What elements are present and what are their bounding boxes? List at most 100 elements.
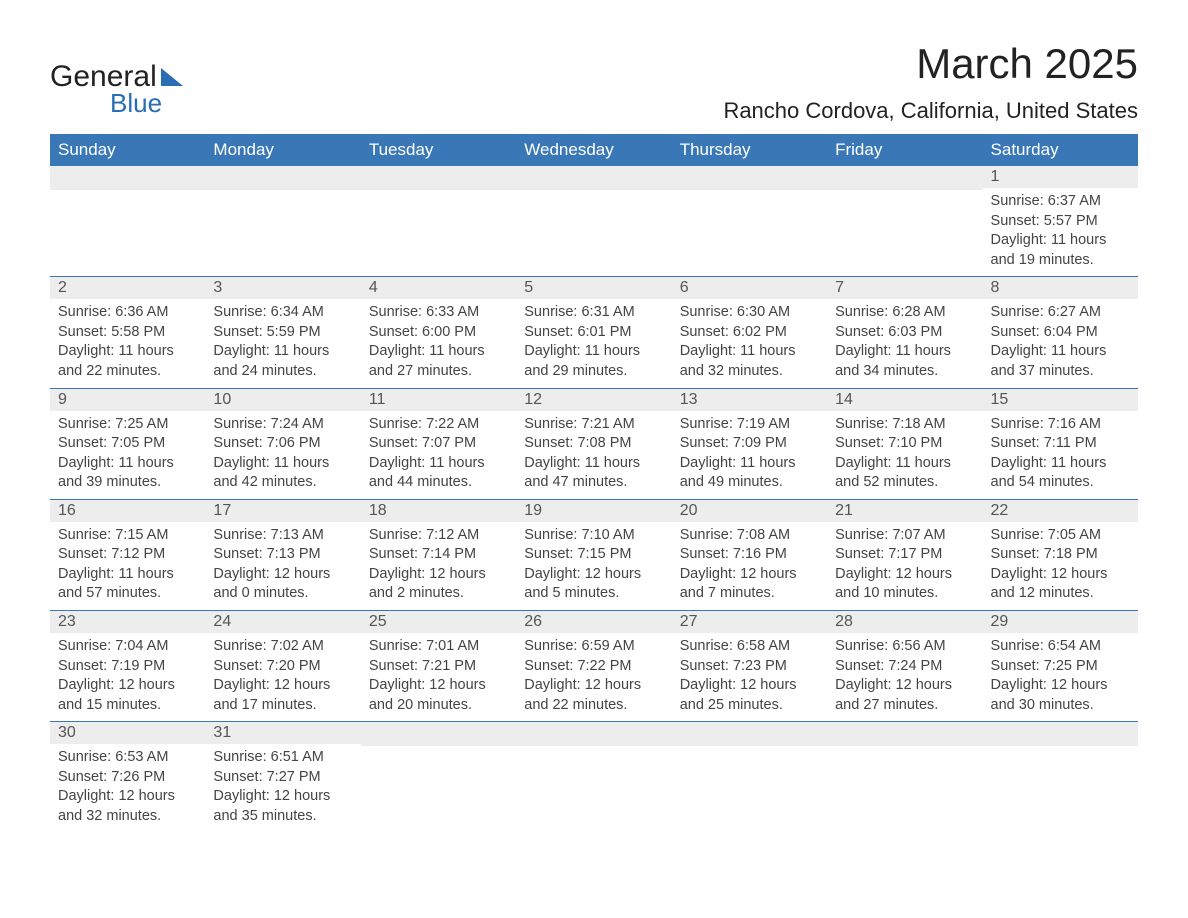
day-number: 7 (827, 277, 982, 299)
day-number: 14 (827, 389, 982, 411)
day-number: 26 (516, 611, 671, 633)
day-content: Sunrise: 6:56 AMSunset: 7:24 PMDaylight:… (827, 633, 982, 721)
day-content: Sunrise: 6:28 AMSunset: 6:03 PMDaylight:… (827, 299, 982, 387)
daylight-line: Daylight: 12 hours and 20 minutes. (369, 676, 508, 715)
day-content: Sunrise: 6:36 AMSunset: 5:58 PMDaylight:… (50, 299, 205, 387)
day-number: 31 (205, 722, 360, 744)
day-content: Sunrise: 6:33 AMSunset: 6:00 PMDaylight:… (361, 299, 516, 387)
sunset-line: Sunset: 7:13 PM (213, 545, 352, 565)
sunrise-line: Sunrise: 7:21 AM (524, 415, 663, 435)
calendar-day-cell: 31Sunrise: 6:51 AMSunset: 7:27 PMDayligh… (205, 722, 360, 833)
day-number: 30 (50, 722, 205, 744)
weekday-header: Saturday (983, 134, 1138, 166)
day-number (361, 722, 516, 746)
daylight-line: Daylight: 12 hours and 25 minutes. (680, 676, 819, 715)
sunrise-line: Sunrise: 6:30 AM (680, 303, 819, 323)
sunset-line: Sunset: 7:14 PM (369, 545, 508, 565)
weekday-header: Sunday (50, 134, 205, 166)
day-content: Sunrise: 7:24 AMSunset: 7:06 PMDaylight:… (205, 411, 360, 499)
sunrise-line: Sunrise: 6:54 AM (991, 637, 1130, 657)
day-content: Sunrise: 7:02 AMSunset: 7:20 PMDaylight:… (205, 633, 360, 721)
day-number: 2 (50, 277, 205, 299)
sunrise-line: Sunrise: 6:27 AM (991, 303, 1130, 323)
calendar-day-cell: 19Sunrise: 7:10 AMSunset: 7:15 PMDayligh… (516, 499, 671, 610)
calendar-day-cell: 11Sunrise: 7:22 AMSunset: 7:07 PMDayligh… (361, 388, 516, 499)
calendar-day-cell (827, 166, 982, 277)
sunset-line: Sunset: 5:59 PM (213, 323, 352, 343)
calendar-week-row: 23Sunrise: 7:04 AMSunset: 7:19 PMDayligh… (50, 611, 1138, 722)
sunset-line: Sunset: 6:04 PM (991, 323, 1130, 343)
calendar-table: SundayMondayTuesdayWednesdayThursdayFrid… (50, 134, 1138, 833)
day-content: Sunrise: 7:21 AMSunset: 7:08 PMDaylight:… (516, 411, 671, 499)
calendar-day-cell: 10Sunrise: 7:24 AMSunset: 7:06 PMDayligh… (205, 388, 360, 499)
calendar-week-row: 1Sunrise: 6:37 AMSunset: 5:57 PMDaylight… (50, 166, 1138, 277)
day-number (983, 722, 1138, 746)
daylight-line: Daylight: 11 hours and 54 minutes. (991, 454, 1130, 493)
sunrise-line: Sunrise: 6:33 AM (369, 303, 508, 323)
daylight-line: Daylight: 11 hours and 39 minutes. (58, 454, 197, 493)
sunrise-line: Sunrise: 7:19 AM (680, 415, 819, 435)
sunrise-line: Sunrise: 7:24 AM (213, 415, 352, 435)
day-number: 6 (672, 277, 827, 299)
sunset-line: Sunset: 7:11 PM (991, 434, 1130, 454)
daylight-line: Daylight: 12 hours and 27 minutes. (835, 676, 974, 715)
sunrise-line: Sunrise: 7:12 AM (369, 526, 508, 546)
calendar-day-cell: 7Sunrise: 6:28 AMSunset: 6:03 PMDaylight… (827, 277, 982, 388)
day-content: Sunrise: 7:07 AMSunset: 7:17 PMDaylight:… (827, 522, 982, 610)
sunrise-line: Sunrise: 7:07 AM (835, 526, 974, 546)
calendar-day-cell: 25Sunrise: 7:01 AMSunset: 7:21 PMDayligh… (361, 611, 516, 722)
day-content: Sunrise: 7:13 AMSunset: 7:13 PMDaylight:… (205, 522, 360, 610)
day-number: 23 (50, 611, 205, 633)
daylight-line: Daylight: 12 hours and 17 minutes. (213, 676, 352, 715)
calendar-day-cell: 27Sunrise: 6:58 AMSunset: 7:23 PMDayligh… (672, 611, 827, 722)
sunset-line: Sunset: 5:57 PM (991, 212, 1130, 232)
day-number: 24 (205, 611, 360, 633)
day-number: 10 (205, 389, 360, 411)
calendar-day-cell: 16Sunrise: 7:15 AMSunset: 7:12 PMDayligh… (50, 499, 205, 610)
day-content: Sunrise: 7:16 AMSunset: 7:11 PMDaylight:… (983, 411, 1138, 499)
daylight-line: Daylight: 12 hours and 12 minutes. (991, 565, 1130, 604)
daylight-line: Daylight: 11 hours and 22 minutes. (58, 342, 197, 381)
sunset-line: Sunset: 7:09 PM (680, 434, 819, 454)
day-content (516, 190, 671, 200)
calendar-day-cell (205, 166, 360, 277)
sunrise-line: Sunrise: 7:13 AM (213, 526, 352, 546)
sunset-line: Sunset: 7:07 PM (369, 434, 508, 454)
daylight-line: Daylight: 11 hours and 34 minutes. (835, 342, 974, 381)
day-number: 13 (672, 389, 827, 411)
sunset-line: Sunset: 7:06 PM (213, 434, 352, 454)
daylight-line: Daylight: 12 hours and 2 minutes. (369, 565, 508, 604)
day-number (205, 166, 360, 190)
sunset-line: Sunset: 7:23 PM (680, 657, 819, 677)
day-content: Sunrise: 7:19 AMSunset: 7:09 PMDaylight:… (672, 411, 827, 499)
sunset-line: Sunset: 6:02 PM (680, 323, 819, 343)
day-content (516, 746, 671, 756)
day-content: Sunrise: 6:51 AMSunset: 7:27 PMDaylight:… (205, 744, 360, 832)
calendar-day-cell: 6Sunrise: 6:30 AMSunset: 6:02 PMDaylight… (672, 277, 827, 388)
calendar-day-cell: 29Sunrise: 6:54 AMSunset: 7:25 PMDayligh… (983, 611, 1138, 722)
calendar-day-cell (672, 722, 827, 833)
location-label: Rancho Cordova, California, United State… (723, 98, 1138, 124)
weekday-header: Monday (205, 134, 360, 166)
calendar-week-row: 30Sunrise: 6:53 AMSunset: 7:26 PMDayligh… (50, 722, 1138, 833)
day-content: Sunrise: 7:01 AMSunset: 7:21 PMDaylight:… (361, 633, 516, 721)
day-content: Sunrise: 6:59 AMSunset: 7:22 PMDaylight:… (516, 633, 671, 721)
day-content: Sunrise: 7:22 AMSunset: 7:07 PMDaylight:… (361, 411, 516, 499)
calendar-day-cell (516, 722, 671, 833)
sunset-line: Sunset: 7:24 PM (835, 657, 974, 677)
calendar-day-cell: 1Sunrise: 6:37 AMSunset: 5:57 PMDaylight… (983, 166, 1138, 277)
day-number: 15 (983, 389, 1138, 411)
day-number (827, 166, 982, 190)
day-content: Sunrise: 6:53 AMSunset: 7:26 PMDaylight:… (50, 744, 205, 832)
daylight-line: Daylight: 11 hours and 29 minutes. (524, 342, 663, 381)
day-number: 25 (361, 611, 516, 633)
sail-icon (161, 68, 183, 86)
day-content (361, 746, 516, 756)
header: General Blue March 2025 Rancho Cordova, … (50, 40, 1138, 124)
calendar-day-cell: 17Sunrise: 7:13 AMSunset: 7:13 PMDayligh… (205, 499, 360, 610)
calendar-day-cell: 8Sunrise: 6:27 AMSunset: 6:04 PMDaylight… (983, 277, 1138, 388)
daylight-line: Daylight: 11 hours and 49 minutes. (680, 454, 819, 493)
sunset-line: Sunset: 7:16 PM (680, 545, 819, 565)
calendar-day-cell: 20Sunrise: 7:08 AMSunset: 7:16 PMDayligh… (672, 499, 827, 610)
daylight-line: Daylight: 11 hours and 24 minutes. (213, 342, 352, 381)
